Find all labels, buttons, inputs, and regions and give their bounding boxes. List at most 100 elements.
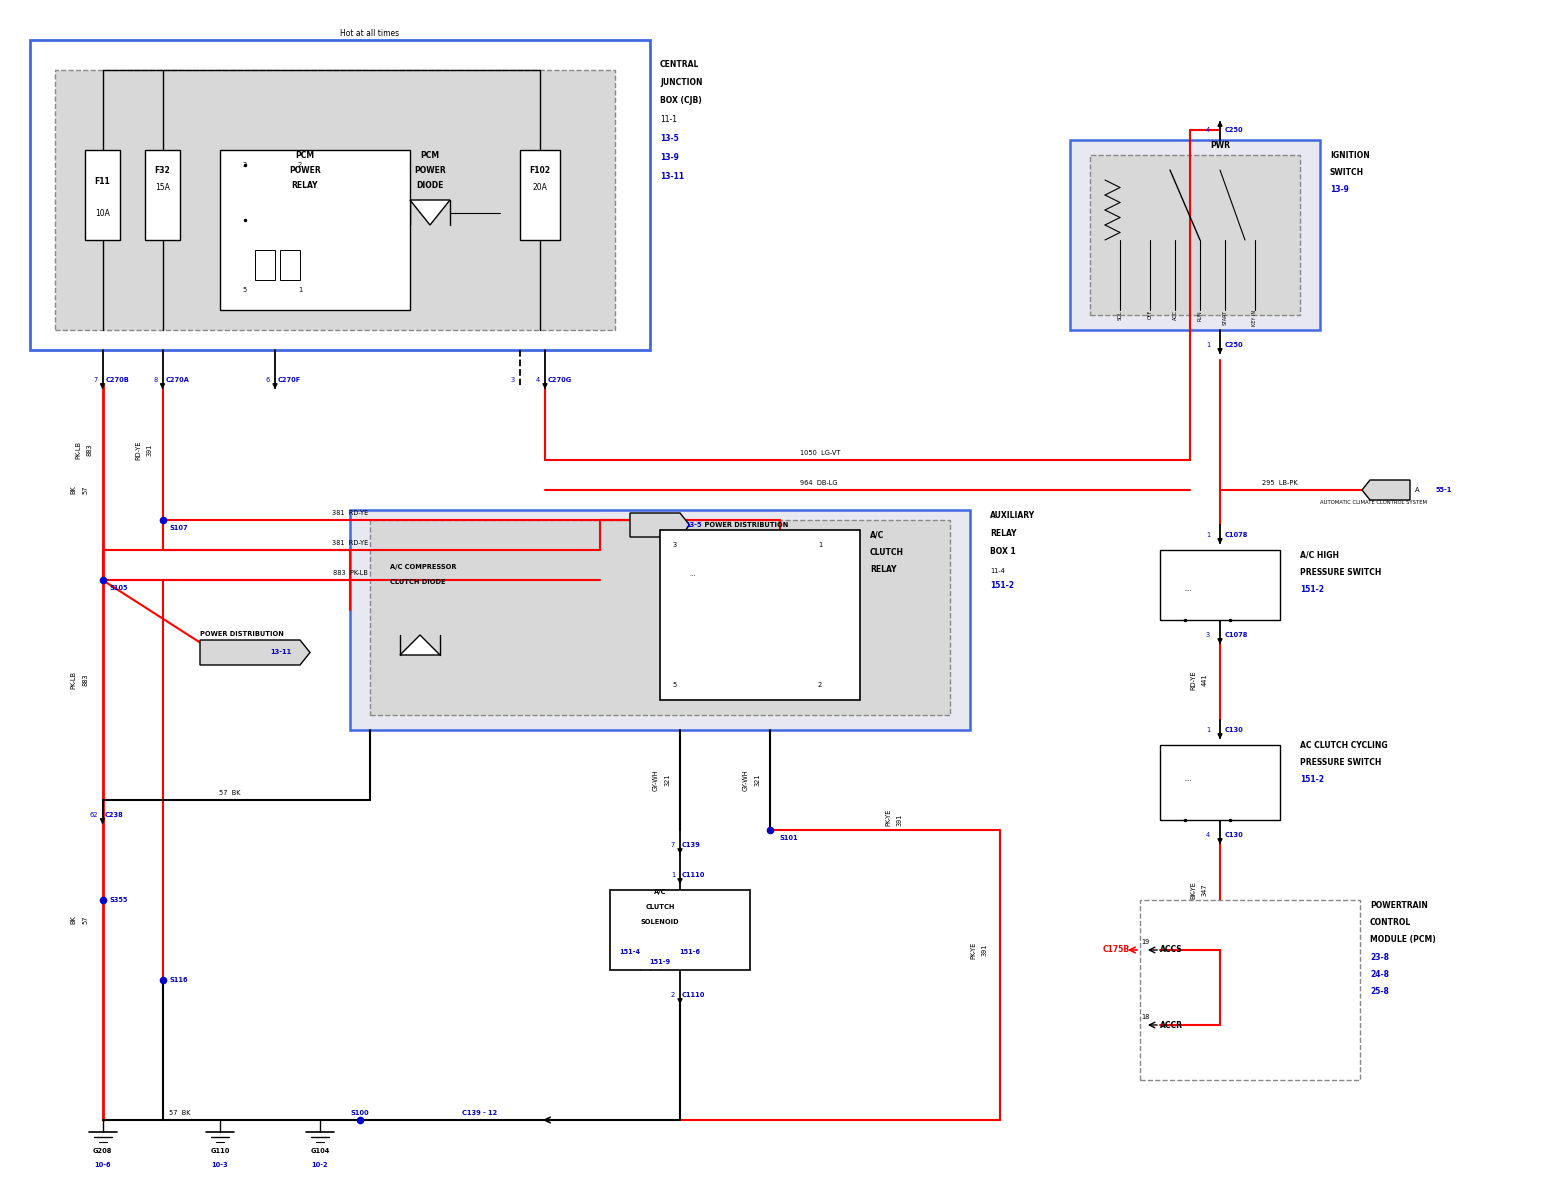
Text: 2: 2 xyxy=(298,162,302,168)
Text: 321: 321 xyxy=(665,774,671,786)
Text: 13-9: 13-9 xyxy=(1331,185,1349,194)
Text: 23-8: 23-8 xyxy=(1369,953,1389,962)
Text: A: A xyxy=(1416,487,1420,493)
Bar xyxy=(145,150,180,240)
Text: 11-4: 11-4 xyxy=(990,568,1005,574)
Text: S105: S105 xyxy=(109,584,128,590)
Text: 3: 3 xyxy=(672,542,677,548)
Text: F32: F32 xyxy=(154,166,170,175)
Text: PK-LB: PK-LB xyxy=(69,671,76,689)
Text: 57  BK: 57 BK xyxy=(170,1110,191,1116)
Text: S107: S107 xyxy=(170,526,188,530)
Bar xyxy=(1070,140,1320,330)
Text: POWER DISTRIBUTION: POWER DISTRIBUTION xyxy=(700,522,788,528)
Text: IGNITION: IGNITION xyxy=(1331,151,1369,160)
Text: 883: 883 xyxy=(86,444,93,456)
Text: AUXILIARY: AUXILIARY xyxy=(990,511,1035,520)
Text: S116: S116 xyxy=(170,977,188,983)
Polygon shape xyxy=(200,640,310,665)
Text: C270G: C270G xyxy=(547,377,572,383)
Text: PCM: PCM xyxy=(296,151,315,160)
Text: ACCS: ACCS xyxy=(1160,946,1183,954)
Text: C1110: C1110 xyxy=(682,992,705,998)
Text: PRESSURE SWITCH: PRESSURE SWITCH xyxy=(1300,568,1382,577)
Text: C238: C238 xyxy=(105,812,123,818)
Text: CENTRAL: CENTRAL xyxy=(660,60,700,68)
Text: START: START xyxy=(1223,310,1227,325)
Text: RELAY: RELAY xyxy=(870,565,896,574)
Text: 10A: 10A xyxy=(96,209,109,217)
Text: 25-8: 25-8 xyxy=(1369,986,1389,996)
Text: S101: S101 xyxy=(780,835,799,841)
Text: A/C COMPRESSOR: A/C COMPRESSOR xyxy=(390,564,456,570)
Text: 13-11: 13-11 xyxy=(270,649,291,655)
Text: GY-WH: GY-WH xyxy=(652,769,658,791)
Text: RD-YE: RD-YE xyxy=(136,440,140,460)
Text: DIODE: DIODE xyxy=(416,181,444,190)
Text: Hot at all times: Hot at all times xyxy=(341,29,399,38)
Text: 883: 883 xyxy=(82,673,88,686)
Text: RELAY: RELAY xyxy=(990,529,1016,538)
Text: 391: 391 xyxy=(897,814,904,826)
Text: CLUTCH DIODE: CLUTCH DIODE xyxy=(390,578,446,584)
Text: PK-YE: PK-YE xyxy=(970,941,976,959)
Text: 3: 3 xyxy=(1206,632,1210,638)
Text: F102: F102 xyxy=(529,166,550,175)
Text: PWR: PWR xyxy=(1210,140,1231,150)
Bar xyxy=(370,520,950,715)
Text: 441: 441 xyxy=(1203,673,1207,686)
Text: BK-YE: BK-YE xyxy=(1190,881,1197,899)
Text: 295  LB-PK: 295 LB-PK xyxy=(1263,480,1298,486)
Text: C270F: C270F xyxy=(278,377,301,383)
Text: 2: 2 xyxy=(817,682,822,688)
Text: 151-2: 151-2 xyxy=(990,581,1015,590)
Text: 57: 57 xyxy=(82,486,88,494)
Text: BK: BK xyxy=(69,486,76,494)
Bar xyxy=(350,510,970,730)
Text: CONTROL: CONTROL xyxy=(1369,918,1411,926)
Text: 151-2: 151-2 xyxy=(1300,584,1325,594)
Text: F11: F11 xyxy=(94,176,111,186)
Text: BOX (CJB): BOX (CJB) xyxy=(660,96,702,104)
Text: 57: 57 xyxy=(82,916,88,924)
Text: 20A: 20A xyxy=(532,182,547,192)
Text: 5: 5 xyxy=(244,287,247,293)
Text: PK-YE: PK-YE xyxy=(885,809,891,826)
Text: A/C: A/C xyxy=(870,530,884,540)
Polygon shape xyxy=(399,635,439,655)
Bar xyxy=(29,40,651,350)
Text: RD-YE: RD-YE xyxy=(1190,671,1197,690)
Text: S355: S355 xyxy=(109,898,128,902)
Text: 4: 4 xyxy=(1206,127,1210,133)
Text: 3: 3 xyxy=(244,162,247,168)
Text: 391: 391 xyxy=(982,944,988,956)
Text: 883  PK-LB: 883 PK-LB xyxy=(333,570,367,576)
Text: C270A: C270A xyxy=(167,377,190,383)
Text: POWERTRAIN: POWERTRAIN xyxy=(1369,901,1428,910)
Text: C1110: C1110 xyxy=(682,872,705,878)
Text: 19: 19 xyxy=(1141,938,1149,946)
Bar xyxy=(1160,745,1280,820)
Text: 1050  LG-VT: 1050 LG-VT xyxy=(800,450,840,456)
Text: MODULE (PCM): MODULE (PCM) xyxy=(1369,935,1436,944)
Text: 55-1: 55-1 xyxy=(1436,487,1451,493)
Text: 3: 3 xyxy=(510,377,515,383)
Text: AUTOMATIC CLIMATE CLONTROL SYSTEM: AUTOMATIC CLIMATE CLONTROL SYSTEM xyxy=(1320,500,1426,505)
Text: G104: G104 xyxy=(310,1148,330,1154)
Text: 11-1: 11-1 xyxy=(660,115,677,124)
Text: 151-2: 151-2 xyxy=(1300,775,1325,784)
Text: PRESSURE SWITCH: PRESSURE SWITCH xyxy=(1300,758,1382,767)
Text: RUN: RUN xyxy=(1198,310,1203,320)
Text: 2: 2 xyxy=(671,992,675,998)
Text: SOLENOID: SOLENOID xyxy=(640,919,680,925)
Bar xyxy=(520,150,560,240)
Text: ACC: ACC xyxy=(1172,310,1178,320)
Text: 151-6: 151-6 xyxy=(680,949,700,955)
Text: 18: 18 xyxy=(1141,1014,1149,1020)
Bar xyxy=(56,70,615,330)
Text: C139: C139 xyxy=(682,842,700,848)
Bar xyxy=(254,250,274,280)
Text: PK-LB: PK-LB xyxy=(76,440,82,458)
Text: 13-11: 13-11 xyxy=(660,172,685,181)
Text: CLUTCH: CLUTCH xyxy=(645,904,675,910)
